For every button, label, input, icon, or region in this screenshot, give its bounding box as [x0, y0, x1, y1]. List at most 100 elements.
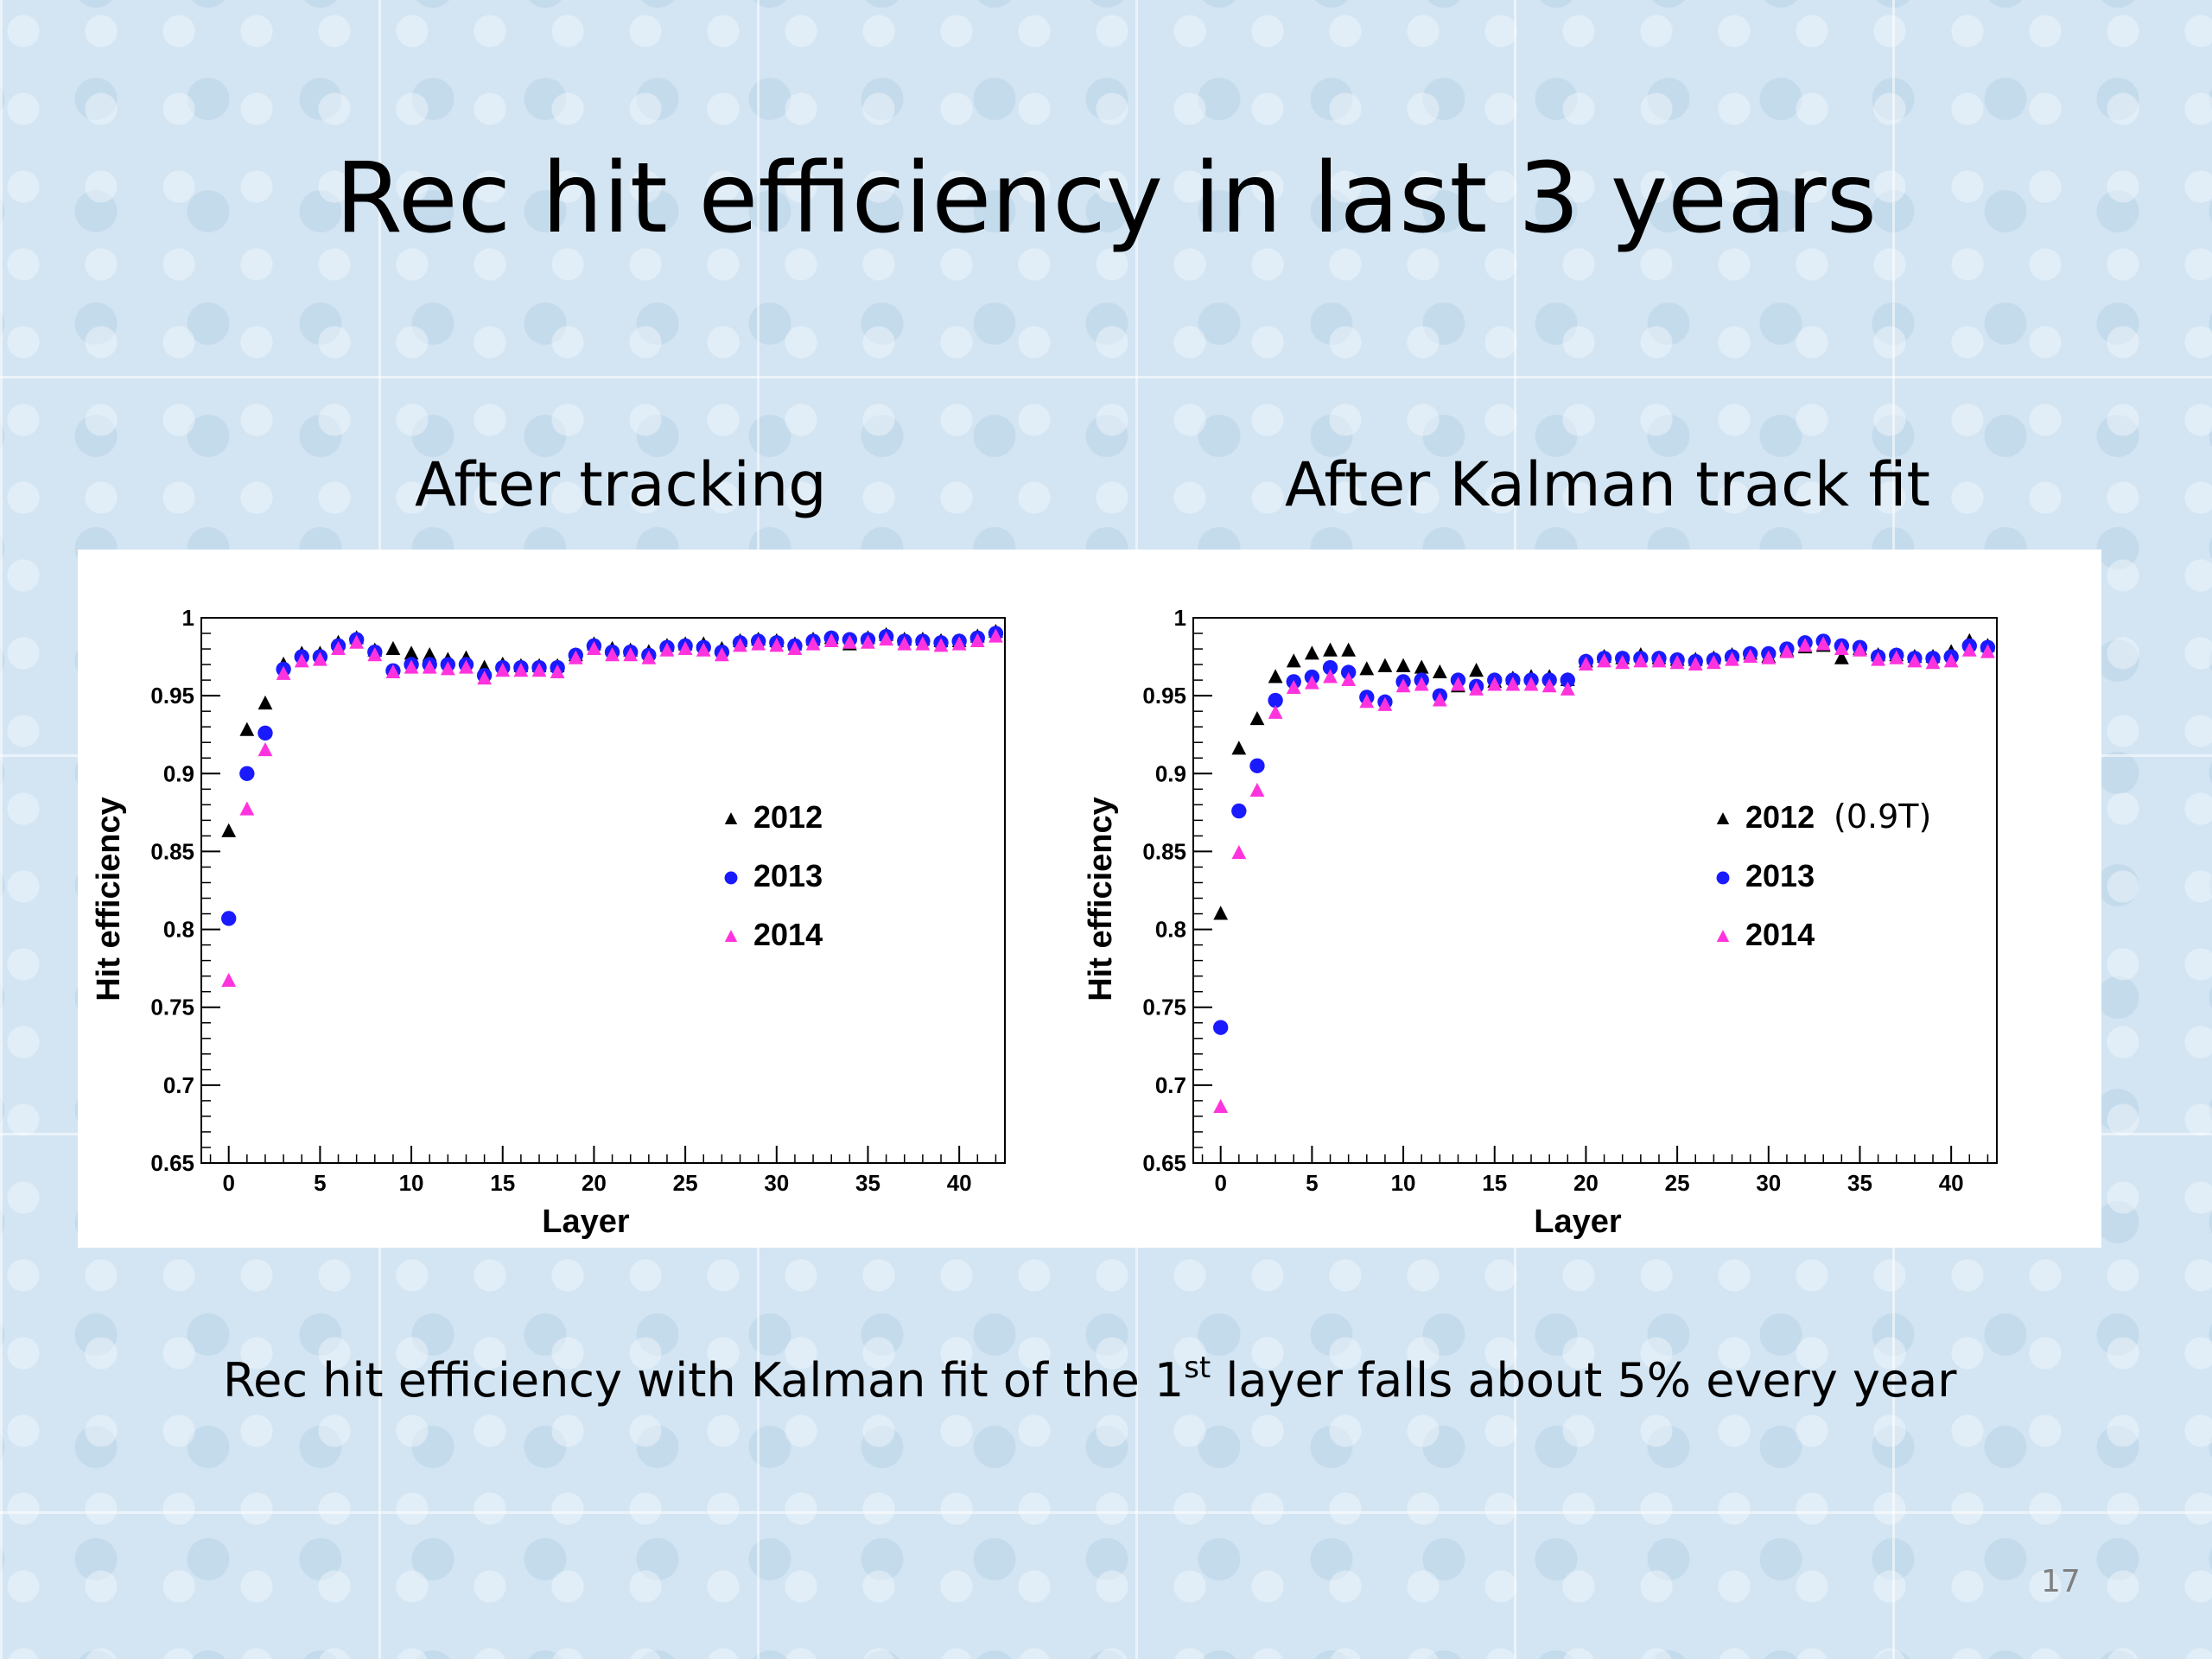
data-point-2014 — [623, 647, 639, 662]
data-point-2014 — [787, 640, 803, 655]
data-point-2014 — [842, 634, 857, 649]
data-point-2014 — [751, 636, 766, 651]
data-point-2014 — [641, 650, 657, 664]
data-point-2014 — [1414, 677, 1429, 691]
data-point-2014 — [805, 636, 821, 651]
data-point-2012 — [404, 645, 419, 660]
data-point-2013 — [1231, 803, 1247, 819]
data-point-2014 — [422, 659, 437, 674]
data-point-2012 — [1231, 741, 1247, 755]
data-point-2014 — [605, 647, 620, 662]
legend-label-2013: 2013 — [753, 858, 823, 893]
data-point-2014 — [1834, 640, 1849, 655]
y-tick-label: 0.95 — [1142, 683, 1186, 709]
data-point-2014 — [915, 636, 931, 651]
chart-panel: 0.65 0.7 0.75 0.8 0.85 0.9 0.95 1 0 5 10 15 20 25 30 35… — [78, 550, 2101, 1248]
data-point-2014 — [1961, 642, 1977, 657]
data-point-2014 — [1268, 704, 1283, 719]
data-point-2014 — [1943, 653, 1959, 668]
y-tick-label: 0.85 — [1142, 838, 1186, 864]
x-tick-label: 30 — [1756, 1170, 1781, 1196]
data-point-2014 — [696, 642, 711, 657]
x-tick-label: 30 — [764, 1170, 789, 1196]
data-point-2014 — [933, 638, 949, 652]
data-point-2013 — [239, 766, 255, 781]
data-point-2012 — [1414, 659, 1429, 674]
data-point-2014 — [879, 632, 894, 646]
data-point-2014 — [513, 663, 529, 677]
data-point-2012 — [1359, 661, 1375, 676]
y-tick-label: 0.9 — [1155, 760, 1186, 786]
y-tick-label: 0.7 — [163, 1072, 194, 1098]
data-point-2012 — [1469, 663, 1484, 677]
y-tick-label: 0.8 — [163, 917, 194, 943]
data-point-2014 — [1706, 655, 1721, 670]
data-point-2014 — [988, 628, 1003, 643]
y-tick-label: 0.65 — [1142, 1150, 1186, 1176]
data-point-2014 — [587, 640, 601, 655]
y-tick-label: 0.75 — [1142, 995, 1186, 1020]
data-point-2012 — [1395, 658, 1411, 672]
x-tick-label: 15 — [490, 1170, 515, 1196]
data-point-2012 — [1304, 645, 1319, 660]
data-point-2012 — [239, 721, 255, 736]
data-point-2014 — [1761, 650, 1777, 664]
data-point-2014 — [1560, 681, 1575, 696]
x-tick-label: 35 — [855, 1170, 880, 1196]
x-tick-label: 20 — [582, 1170, 607, 1196]
legend-label-2014: 2014 — [753, 917, 823, 952]
data-point-2014 — [312, 652, 327, 666]
y-tick-label: 0.7 — [1155, 1072, 1186, 1098]
data-point-2014 — [221, 972, 237, 987]
data-point-2014 — [1505, 677, 1521, 691]
x-axis-label: Layer — [542, 1204, 630, 1240]
data-point-2014 — [1451, 677, 1465, 691]
data-point-2013 — [1268, 692, 1283, 709]
plot-frame — [1192, 617, 1998, 1164]
data-point-2014 — [769, 638, 785, 652]
data-point-2014 — [1249, 782, 1265, 798]
y-tick-label: 0.95 — [150, 683, 194, 709]
x-tick-label: 0 — [1214, 1170, 1226, 1196]
data-point-2012 — [1341, 642, 1357, 657]
data-point-2014 — [1359, 694, 1375, 709]
data-point-2012 — [221, 823, 237, 837]
legend-label-2012: 2012 — [1745, 799, 1815, 835]
data-point-2013 — [1560, 672, 1575, 688]
legend-marker-2012 — [1716, 812, 1730, 824]
data-point-2014 — [1980, 644, 1995, 658]
x-tick-label: 25 — [1665, 1170, 1690, 1196]
data-point-2014 — [897, 636, 912, 651]
data-point-2013 — [1322, 660, 1338, 676]
data-point-2012 — [1323, 642, 1338, 657]
x-tick-label: 25 — [673, 1170, 698, 1196]
data-point-2014 — [276, 665, 291, 680]
data-point-2012 — [1834, 650, 1849, 664]
slide-caption: Rec hit efficiency with Kalman fit of th… — [223, 1351, 1956, 1408]
data-point-2014 — [1853, 642, 1867, 657]
caption-superscript: st — [1184, 1351, 1211, 1385]
legend-marker-2013 — [1716, 871, 1730, 885]
data-point-2014 — [477, 671, 493, 685]
y-tick-label: 0.75 — [150, 995, 194, 1020]
data-point-2014 — [568, 650, 583, 664]
legend-label-2012: 2012 — [753, 799, 823, 835]
data-point-2014 — [1323, 669, 1338, 683]
data-point-2014 — [1579, 656, 1593, 671]
data-point-2012 — [422, 647, 437, 662]
x-axis-label: Layer — [1534, 1204, 1622, 1240]
data-point-2014 — [951, 636, 967, 651]
y-axis-label: Hit efficiency — [91, 797, 127, 1001]
data-point-2013 — [257, 725, 273, 741]
x-tick-label: 5 — [314, 1170, 326, 1196]
caption-text-1: Rec hit efficiency with Kalman fit of th… — [223, 1353, 1185, 1408]
x-tick-label: 5 — [1306, 1170, 1318, 1196]
legend-label-2013: 2013 — [1745, 858, 1815, 893]
data-point-2014 — [1797, 638, 1813, 652]
data-point-2014 — [294, 653, 309, 668]
data-point-2014 — [550, 664, 565, 679]
x-tick-label: 0 — [222, 1170, 234, 1196]
data-point-2014 — [1743, 648, 1758, 664]
y-tick-label: 0.8 — [1155, 917, 1186, 943]
